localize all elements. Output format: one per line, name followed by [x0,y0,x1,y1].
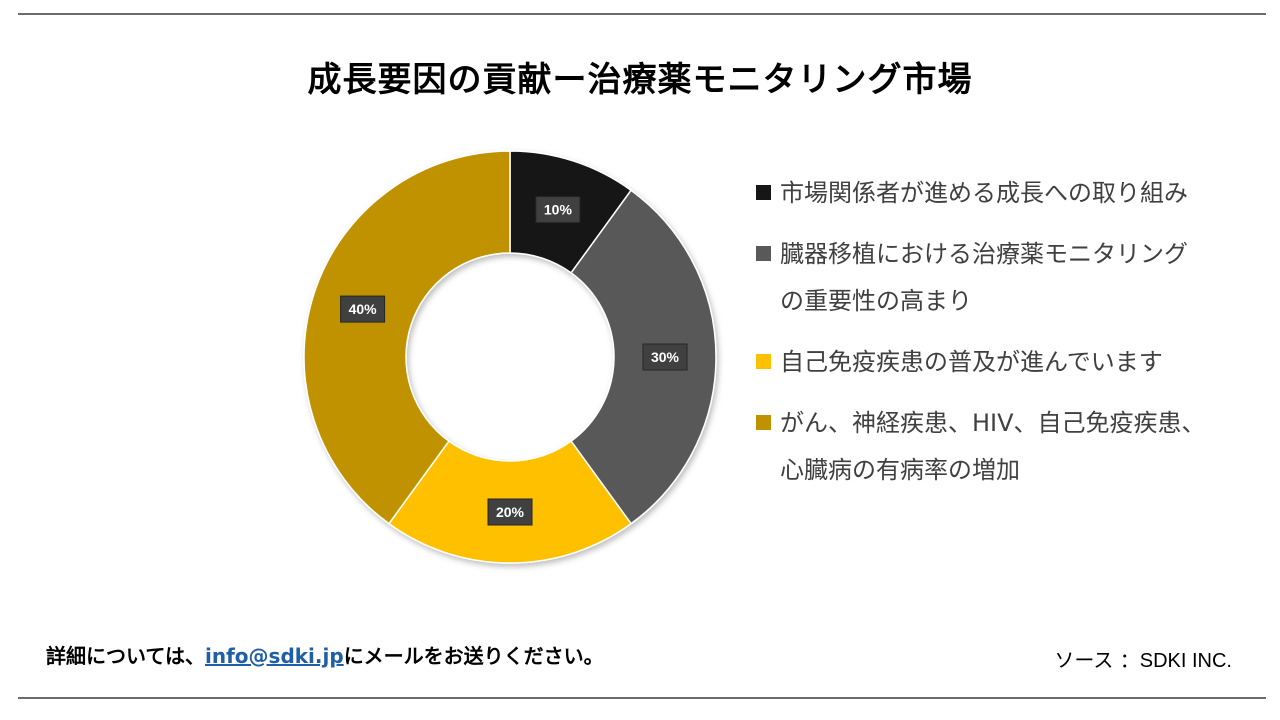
email-link[interactable]: info@sdki.jp [205,644,344,668]
data-label-text: 20% [496,504,525,520]
legend: 市場関係者が進める成長への取り組み 臓器移植における治療薬モニタリングの重要性の… [756,170,1206,508]
source-credit: ソース ：SDKI INC. [1054,644,1232,673]
legend-label: 臓器移植における治療薬モニタリングの重要性の高まり [780,240,1188,315]
legend-swatch [756,415,771,430]
data-label-text: 30% [651,349,680,365]
source-label: ソース ： [1054,648,1140,672]
legend-label: がん、神経疾患、HIV、自己免疫疾患、心臓病の有病率の増加 [780,409,1206,484]
legend-item: 市場関係者が進める成長への取り組み [756,170,1206,217]
donut-chart: 10% 30% 20% 40% [303,150,717,564]
data-label: 10% [535,196,581,224]
legend-label: 市場関係者が進める成長への取り組み [780,179,1188,207]
legend-item: がん、神経疾患、HIV、自己免疫疾患、心臓病の有病率の増加 [756,400,1206,494]
data-label-box [642,343,688,371]
bottom-rule [18,697,1266,699]
legend-swatch [756,185,771,200]
source-name: SDKI INC. [1139,650,1232,672]
contact-note: 詳細については、info@sdki.jpにメールをお送りください。 [46,640,604,669]
data-label-text: 40% [349,301,378,317]
contact-prefix: 詳細については、 [46,644,205,668]
top-rule [18,13,1266,15]
data-label-box [487,498,533,526]
data-label-box [340,295,386,323]
contact-suffix: にメールをお送りください。 [343,644,604,668]
legend-item: 自己免疫疾患の普及が進んでいます [756,339,1206,386]
data-label-text: 10% [544,202,573,218]
data-label: 20% [487,498,533,526]
data-label: 30% [642,343,688,371]
legend-label: 自己免疫疾患の普及が進んでいます [780,348,1163,376]
legend-swatch [756,246,771,261]
data-label-box [535,196,581,224]
donut-slice [303,150,511,525]
chart-title: 成長要因の貢献ー治療薬モニタリング市場 [307,60,973,100]
data-label: 40% [340,295,386,323]
legend-swatch [756,354,771,369]
legend-item: 臓器移植における治療薬モニタリングの重要性の高まり [756,231,1206,325]
